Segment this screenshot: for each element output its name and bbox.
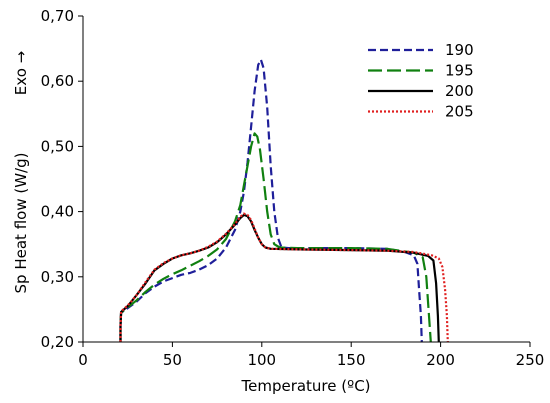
x-tick-label: 150 [337,351,366,369]
y-axis-title: Sp Heat flow (W/g) [12,153,30,294]
exo-direction-label: Exo → [12,51,30,95]
y-tick-label: 0,70 [41,7,74,25]
y-tick-label: 0,20 [41,333,74,351]
y-tick-label: 0,60 [41,72,74,90]
y-tick-label: 0,30 [41,268,74,286]
legend: 190 195 200 205 [368,41,474,121]
series-line-205 [119,212,449,343]
x-axis-title: Temperature (ºC) [240,377,370,395]
axes-group [82,16,530,343]
legend-label-190: 190 [445,41,474,59]
legend-label-195: 195 [445,62,474,80]
x-tick-label: 0 [78,351,88,369]
x-tick-label: 250 [516,351,545,369]
series-line-195 [119,132,432,343]
x-tick-label: 50 [163,351,182,369]
x-tick-label: 200 [426,351,455,369]
x-tick-label: 100 [247,351,276,369]
y-tick-label: 0,40 [41,203,74,221]
legend-label-205: 205 [445,103,474,121]
ticks-group: 0 50 100 150 200 250 0,20 0,30 0,40 0,50 0,60 0,70 [41,7,545,369]
legend-label-200: 200 [445,82,474,100]
series-line-200 [119,213,440,343]
y-tick-label: 0,50 [41,137,74,155]
plot-series-group [119,58,449,343]
series-line-190 [119,58,423,343]
